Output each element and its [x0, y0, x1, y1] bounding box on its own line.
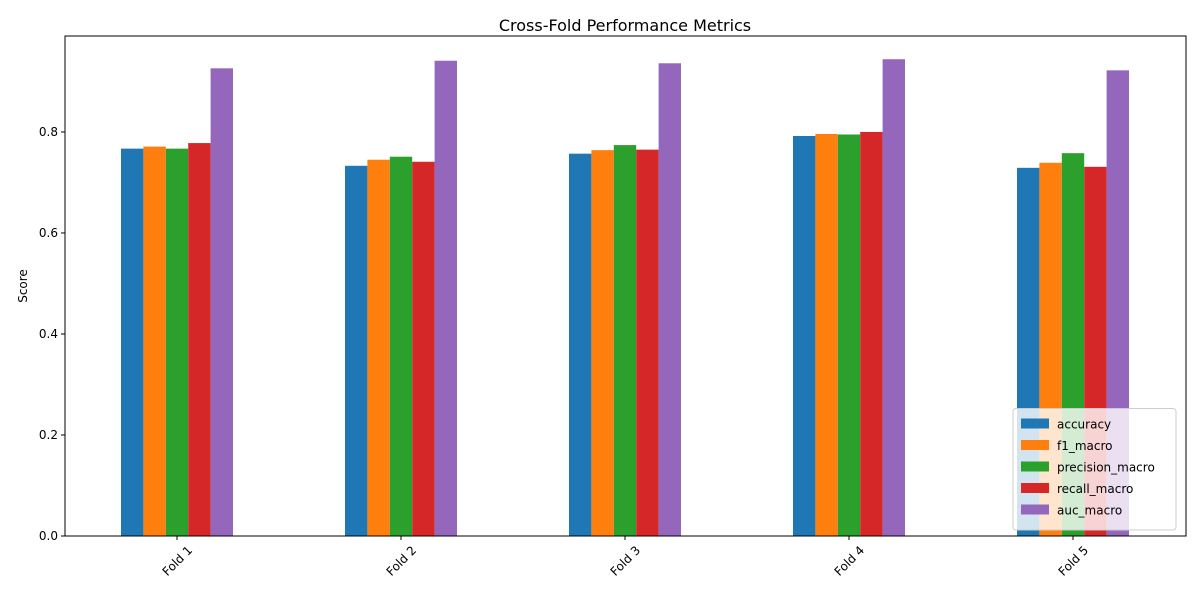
bar-accuracy-2	[345, 165, 368, 537]
y-tick-label: 0.2	[39, 428, 58, 442]
x-tick-label: Fold 1	[160, 543, 196, 579]
legend-label-auc_macro: auc_macro	[1057, 504, 1122, 518]
bar-precision_macro-2	[389, 156, 413, 536]
bar-precision_macro-4	[837, 134, 861, 537]
legend-box	[1012, 408, 1177, 531]
legend-swatch-accuracy	[1021, 418, 1049, 429]
bar-accuracy-4	[793, 136, 816, 536]
x-axis: Fold 1 Fold 2 Fold 3 Fold 4 Fold 5	[160, 536, 1092, 579]
y-tick-label: 0.6	[39, 226, 58, 240]
x-tick-label: Fold 4	[832, 543, 868, 579]
y-tick-label: 0.0	[39, 529, 58, 543]
bar-f1_macro-2	[367, 159, 390, 537]
bar-recall_macro-2	[412, 161, 435, 536]
bar-precision_macro-3	[613, 145, 637, 536]
y-tick-label: 0.4	[39, 327, 58, 341]
bar-auc_macro-3	[658, 63, 681, 537]
bar-recall_macro-1	[188, 143, 211, 536]
chart-title: Cross-Fold Performance Metrics	[499, 16, 751, 35]
legend-swatch-auc_macro	[1021, 504, 1049, 515]
legend-swatch-f1_macro	[1021, 440, 1049, 450]
bars-group	[121, 59, 1129, 537]
y-axis: 0.0 0.2 0.4 0.6 0.8	[39, 125, 65, 543]
bar-f1_macro-1	[143, 146, 166, 537]
bar-auc_macro-1	[210, 68, 233, 536]
legend-label-precision_macro: precision_macro	[1057, 461, 1155, 475]
legend-swatch-recall_macro	[1021, 483, 1049, 493]
legend-label-accuracy: accuracy	[1057, 418, 1111, 432]
bar-f1_macro-4	[815, 133, 838, 537]
bar-auc_macro-2	[434, 60, 457, 536]
bar-recall_macro-4	[860, 131, 883, 536]
legend-label-recall_macro: recall_macro	[1057, 482, 1133, 496]
legend: accuracy f1_macro precision_macro recall_ma…	[1012, 408, 1177, 531]
bar-f1_macro-3	[591, 150, 614, 536]
bar-accuracy-1	[121, 148, 144, 536]
x-tick-label: Fold 2	[384, 543, 420, 579]
bar-precision_macro-1	[165, 148, 189, 536]
legend-label-f1_macro: f1_macro	[1057, 439, 1113, 453]
y-axis-label: Score	[16, 269, 30, 303]
legend-swatch-precision_macro	[1021, 461, 1049, 472]
bar-accuracy-3	[569, 153, 592, 536]
y-tick-label: 0.8	[39, 125, 58, 139]
x-tick-label: Fold 5	[1056, 543, 1092, 579]
bar-recall_macro-3	[636, 149, 659, 536]
bar-auc_macro-4	[882, 59, 905, 536]
x-tick-label: Fold 3	[608, 543, 644, 579]
